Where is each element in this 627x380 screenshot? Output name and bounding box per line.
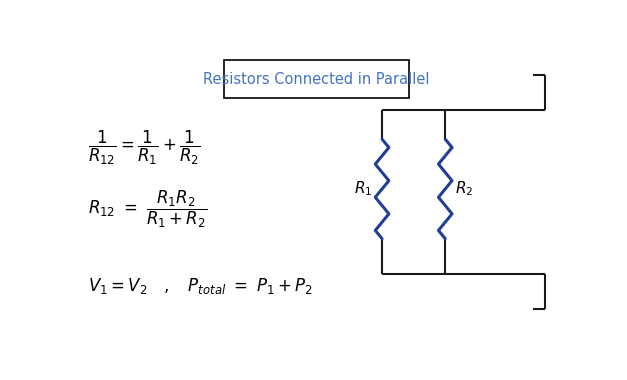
- Text: Resistors Connected in Parallel: Resistors Connected in Parallel: [203, 72, 429, 87]
- Text: $V_1 = V_2\quad,\quad P_{total}\ =\ P_1 + P_2$: $V_1 = V_2\quad,\quad P_{total}\ =\ P_1 …: [88, 276, 313, 296]
- Text: $R_1$: $R_1$: [354, 180, 373, 198]
- Text: $R_{12}\ =\ \dfrac{R_1 R_2}{R_1 + R_2}$: $R_{12}\ =\ \dfrac{R_1 R_2}{R_1 + R_2}$: [88, 189, 208, 230]
- Text: $R_2$: $R_2$: [455, 180, 473, 198]
- Text: $\dfrac{1}{R_{12}} = \dfrac{1}{R_1} + \dfrac{1}{R_2}$: $\dfrac{1}{R_{12}} = \dfrac{1}{R_1} + \d…: [88, 129, 201, 167]
- FancyBboxPatch shape: [224, 60, 409, 98]
